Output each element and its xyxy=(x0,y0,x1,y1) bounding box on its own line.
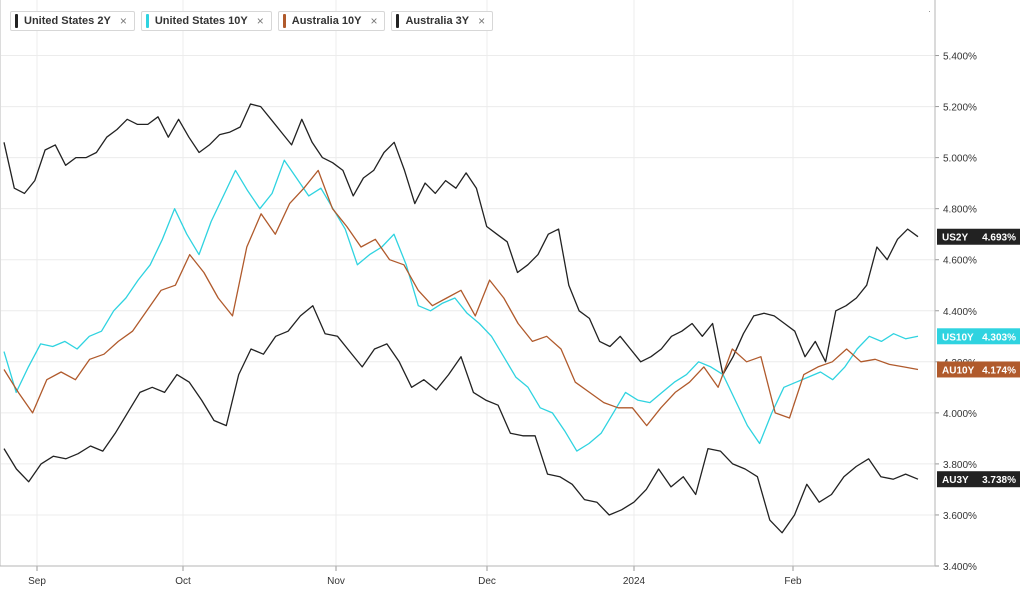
legend-chip-us2y[interactable]: United States 2Y × xyxy=(10,11,135,31)
x-tick-label: 2024 xyxy=(623,576,646,587)
last-value-label: 4.303% xyxy=(982,332,1016,343)
last-value-tag xyxy=(937,328,1020,345)
last-value-ticker: US10Y xyxy=(942,332,974,343)
legend-label: Australia 10Y xyxy=(291,15,362,27)
y-tick-label: 3.800% xyxy=(943,460,977,471)
x-tick-label: Oct xyxy=(175,576,191,587)
last-value-tag xyxy=(937,361,1020,378)
legend-label: Australia 3Y xyxy=(405,15,470,27)
legend-swatch xyxy=(396,14,400,28)
legend-label: United States 10Y xyxy=(154,15,248,27)
y-tick-label: 5.000% xyxy=(943,154,977,165)
y-tick-label: 3.600% xyxy=(943,511,977,522)
y-tick-label: 5.400% xyxy=(943,52,977,63)
last-value-ticker: AU10Y xyxy=(942,365,975,376)
x-tick-label: Nov xyxy=(327,576,345,587)
x-tick-label: Dec xyxy=(478,576,496,587)
legend-chip-us10y[interactable]: United States 10Y × xyxy=(140,11,272,31)
y-tick-label: 4.600% xyxy=(943,256,977,267)
last-value-tag xyxy=(937,228,1020,245)
last-value-label: 4.693% xyxy=(982,233,1016,244)
remove-icon[interactable]: × xyxy=(370,14,378,28)
legend-swatch xyxy=(15,14,18,28)
legend-chip-au3y[interactable]: Australia 3Y × xyxy=(391,11,494,31)
y-tick-label: 4.400% xyxy=(943,307,977,318)
last-value-label: 3.738% xyxy=(982,475,1016,486)
y-tick-label: 5.200% xyxy=(943,103,977,114)
legend-swatch xyxy=(145,14,149,28)
last-value-tag xyxy=(937,471,1020,488)
legend-swatch xyxy=(282,14,286,28)
legend-label: United States 2Y xyxy=(24,15,111,27)
series-line-us2y xyxy=(3,103,919,376)
menu-icon[interactable]: · xyxy=(928,6,931,16)
x-tick-label: Sep xyxy=(28,576,46,587)
remove-icon[interactable]: × xyxy=(256,14,264,28)
remove-icon[interactable]: × xyxy=(478,14,486,28)
y-tick-label: 4.800% xyxy=(943,205,977,216)
legend-chip-au10y[interactable]: Australia 10Y × xyxy=(277,11,386,31)
x-tick-label: Feb xyxy=(784,576,802,587)
last-value-label: 4.174% xyxy=(982,365,1016,376)
last-value-ticker: US2Y xyxy=(942,233,968,244)
last-value-ticker: AU3Y xyxy=(942,475,969,486)
remove-icon[interactable]: × xyxy=(119,14,127,28)
y-tick-label: 4.000% xyxy=(943,409,977,420)
series-line-us10y xyxy=(3,159,919,452)
series-line-au3y xyxy=(3,305,919,534)
legend: United States 2Y × United States 10Y × A… xyxy=(10,11,494,31)
series-line-au10y xyxy=(3,169,919,427)
y-tick-label: 3.400% xyxy=(943,562,977,573)
